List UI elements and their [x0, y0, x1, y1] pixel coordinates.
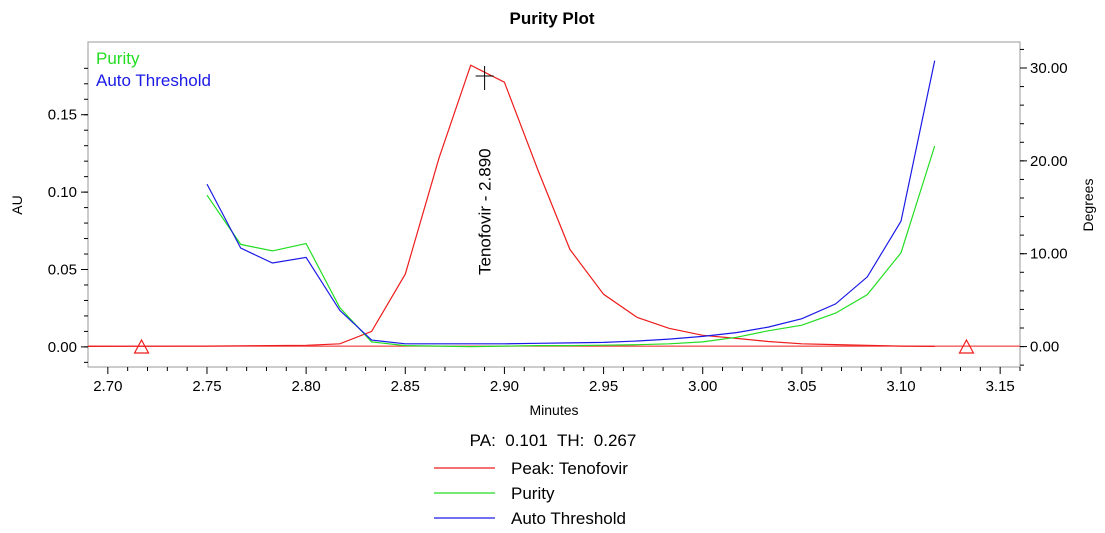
bottom-legend-label: Peak: Tenofovir — [511, 459, 628, 478]
x-tick-label: 3.05 — [787, 378, 816, 395]
integration-marker-triangle — [958, 338, 975, 354]
y-right-tick-label: 0.00 — [1030, 339, 1059, 356]
x-tick-label: 2.75 — [192, 378, 221, 395]
peak-annotation-label: Tenofovir - 2.890 — [476, 148, 495, 275]
y-right-tick-label: 20.00 — [1030, 153, 1068, 170]
y-left-tick-label: 0.05 — [48, 262, 77, 279]
inset-legend-item: Auto Threshold — [96, 71, 211, 90]
series-layer — [88, 60, 1020, 348]
x-tick-label: 3.00 — [688, 378, 717, 395]
x-axis: 2.70 2.75 2.80 2.85 2.90 2.95 3.00 3.05 3.10 3.15 — [93, 367, 1021, 395]
y-left-tick-label: 0.15 — [48, 107, 77, 124]
x-tick-label: 2.80 — [292, 378, 321, 395]
x-tick-label: 2.85 — [391, 378, 420, 395]
y-left-tick-label: 0.10 — [48, 184, 77, 201]
y-right-tick-label: 30.00 — [1030, 60, 1068, 77]
series-line-peak-tenofovir — [88, 64, 935, 347]
series-line-auto-threshold — [206, 60, 936, 345]
y-axis-right-label: Degrees — [1080, 179, 1096, 232]
bottom-legend-label: Auto Threshold — [511, 509, 626, 528]
y-axis-right: 0.00 10.00 20.00 30.00 — [1020, 48, 1068, 366]
y-right-tick-label: 10.00 — [1030, 246, 1068, 263]
marker-layer — [133, 66, 975, 354]
y-left-tick-label: 0.00 — [48, 339, 77, 356]
chart-title: Purity Plot — [509, 9, 594, 28]
bottom-legend: Peak: Tenofovir Purity Auto Threshold — [434, 459, 628, 528]
inset-legend-item: Purity — [96, 49, 140, 68]
integration-marker-triangle — [133, 338, 150, 354]
stats-text: PA: 0.101 TH: 0.267 — [470, 431, 637, 450]
x-tick-label: 3.10 — [886, 378, 915, 395]
x-tick-label: 2.95 — [589, 378, 618, 395]
y-axis-left-label: AU — [9, 195, 25, 214]
series-line-purity — [206, 145, 936, 348]
bottom-legend-label: Purity — [511, 484, 555, 503]
inset-legend: Purity Auto Threshold — [96, 49, 211, 90]
x-tick-label: 2.70 — [93, 378, 122, 395]
x-tick-label: 3.15 — [986, 378, 1015, 395]
plot-area-frame — [87, 41, 1021, 368]
x-axis-label: Minutes — [529, 402, 578, 418]
y-axis-left: 0.00 0.05 0.10 0.15 — [48, 67, 88, 363]
x-tick-label: 2.90 — [490, 378, 519, 395]
